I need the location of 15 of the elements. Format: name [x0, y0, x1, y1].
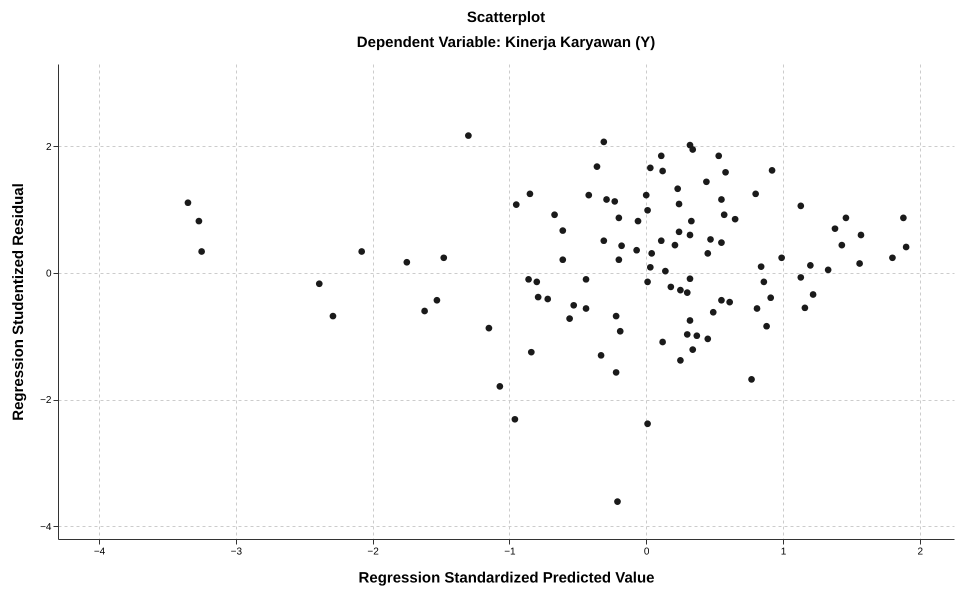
x-tick-label: −2: [367, 546, 380, 558]
y-tick-label: −2: [40, 395, 52, 406]
x-axis-title: Regression Standardized Predicted Value: [358, 570, 654, 586]
x-tick-label: 2: [918, 546, 924, 558]
y-tick-label: −4: [40, 522, 52, 533]
x-tick-label: −3: [230, 546, 242, 558]
y-tick-label: 2: [46, 142, 52, 153]
chart-subtitle: Dependent Variable: Kinerja Karyawan (Y): [356, 34, 656, 51]
x-tick-label: 1: [780, 546, 787, 558]
x-tick-label: −4: [94, 546, 106, 558]
x-tick-label: −1: [504, 546, 516, 558]
x-tick-label: 0: [644, 546, 650, 558]
chart-title: Scatterplot: [466, 9, 546, 26]
y-axis-title: Regression Studentized Residual: [10, 183, 28, 421]
y-tick-label: 0: [46, 268, 52, 280]
